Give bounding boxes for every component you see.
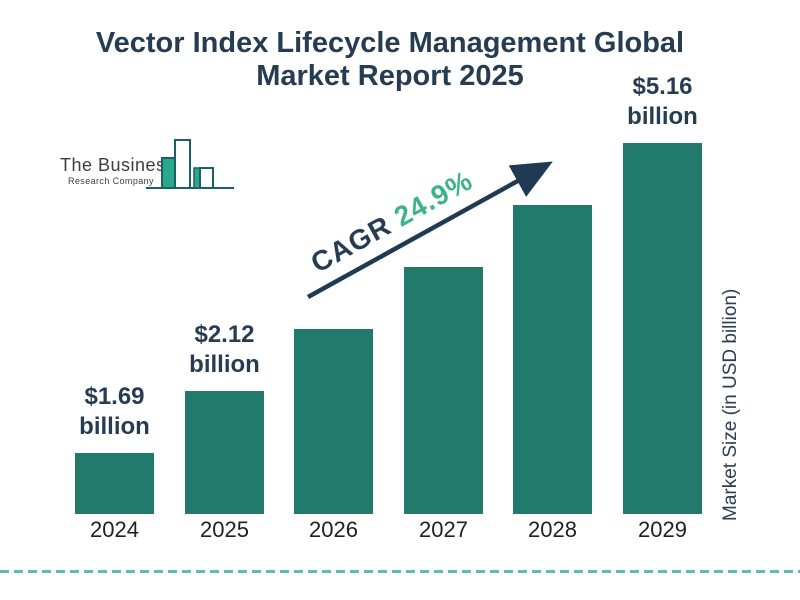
page-title-line2: Market Report 2025 [256,60,524,93]
cagr-annotation: CAGR 24.9% [306,164,479,279]
value-label-2025: $2.12 billion [189,321,260,378]
bar-2025 [185,391,264,514]
company-logo: The Business Research Company [38,135,238,197]
bottom-dashed-divider [0,570,800,573]
bar-2029 [623,143,702,514]
year-label-2024: 2024 [90,517,139,542]
cagr-value: 24.9% [388,164,478,233]
value-label-2029: $5.16 billion [627,73,698,130]
cagr-label: CAGR [305,205,405,279]
logo-bars-icon [146,139,234,189]
bar-2027 [404,267,483,514]
logo-subtitle-text: Research Company [68,176,154,186]
page-title: Vector Index Lifecycle Management Global… [0,27,780,94]
page-title-line1: Vector Index Lifecycle Management Global [95,27,685,59]
bar-2026 [294,329,373,514]
logo-name-text: The Business [60,155,176,175]
year-label-2029: 2029 [638,517,687,542]
y-axis-label: Market Size (in USD billion) [720,288,741,522]
bar-2028 [513,205,592,514]
year-label-2028: 2028 [528,517,577,542]
value-label-2024: $1.69 billion [79,383,150,440]
year-label-2025: 2025 [200,517,249,542]
year-label-2026: 2026 [309,517,358,542]
year-label-2027: 2027 [419,517,468,542]
bar-2024 [75,453,154,514]
